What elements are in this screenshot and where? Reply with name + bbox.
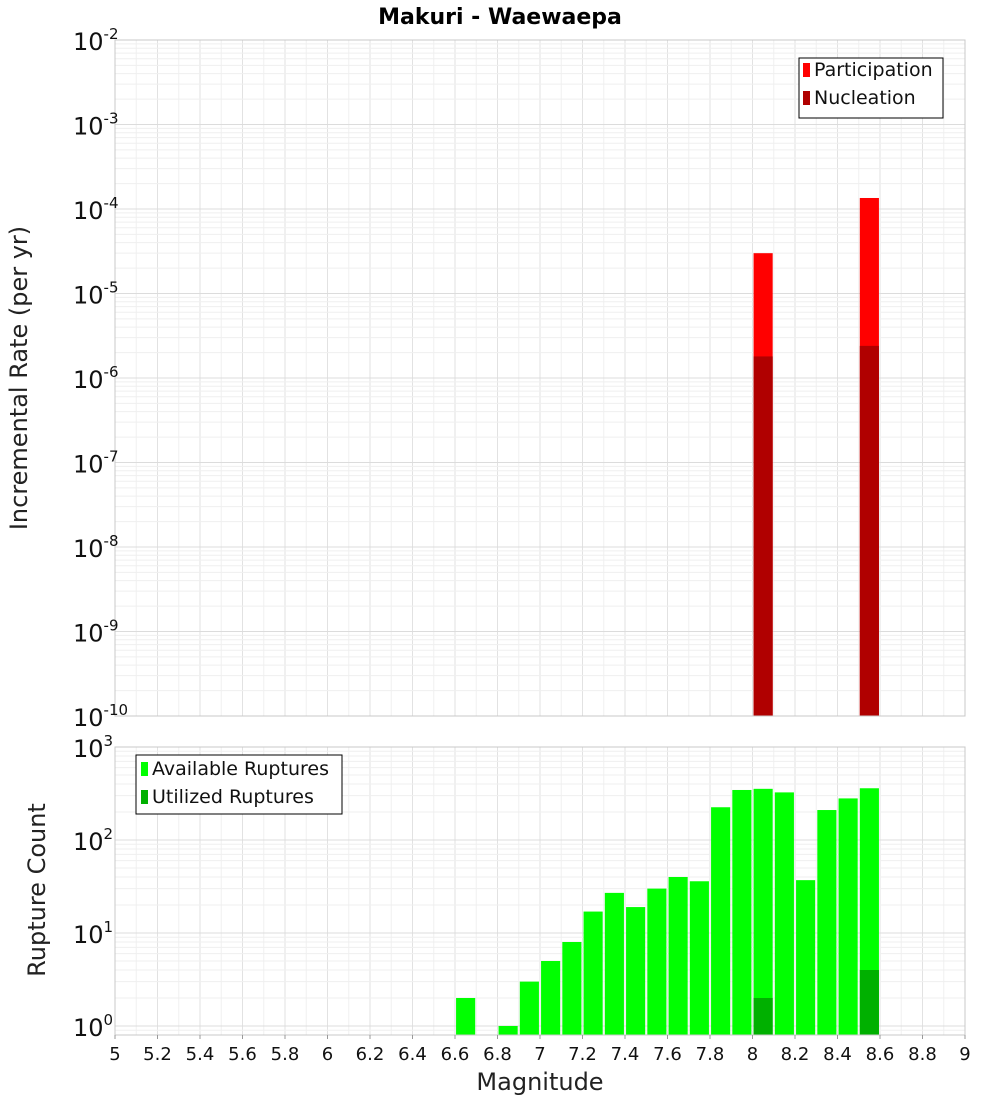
legend-swatch (803, 63, 810, 77)
x-tick-label: 5 (109, 1044, 120, 1065)
count-y-tick-label: 102 (73, 825, 113, 856)
rate-y-axis-label: Incremental Rate (per yr) (5, 226, 33, 530)
count-bar-available-ruptures (668, 877, 688, 1035)
x-tick-label: 8.8 (908, 1044, 937, 1065)
x-tick-label: 5.6 (228, 1044, 257, 1065)
x-tick-label: 7.4 (611, 1044, 640, 1065)
x-axis-ticks: 5 5.2 5.4 5.6 5.8 6 6.2 6.4 6.6 6.8 7 7.2 7.4 7.6 7.8 8… (109, 1035, 971, 1065)
rate-y-tick-label: 10-3 (73, 110, 119, 141)
count-y-tick-label: 101 (73, 918, 113, 949)
rate-bar-nucleation (859, 345, 879, 716)
rate-bar-nucleation (753, 356, 773, 716)
x-axis-label: Magnitude (476, 1068, 603, 1096)
count-bar-available-ruptures (541, 960, 561, 1035)
count-y-axis-label: Rupture Count (23, 803, 51, 977)
legend-label: Available Ruptures (152, 758, 329, 780)
rate-y-ticks: 10-2 10-3 10-4 10-5 10-6 10-7 10-8 10-9 10-10 (73, 25, 128, 732)
count-bar-available-ruptures (456, 997, 476, 1035)
rate-y-tick-label: 10-4 (73, 194, 119, 225)
x-tick-label: 5.8 (271, 1044, 300, 1065)
x-tick-label: 6 (322, 1044, 333, 1065)
count-bar-available-ruptures (711, 807, 731, 1035)
count-y-tick-label: 100 (73, 1011, 113, 1042)
rate-plot-frame (114, 39, 966, 717)
count-bar-available-ruptures (774, 792, 794, 1035)
rate-legend: Participation Nucleation (798, 57, 944, 119)
count-bar-available-ruptures (626, 907, 646, 1035)
rate-bars (753, 197, 879, 716)
x-tick-label: 6.8 (483, 1044, 512, 1065)
legend-swatch (803, 91, 810, 105)
x-tick-label: 7.6 (653, 1044, 682, 1065)
x-tick-label: 5.2 (143, 1044, 172, 1065)
x-tick-label: 7.8 (696, 1044, 725, 1065)
count-bar-available-ruptures (817, 810, 837, 1035)
legend-label: Nucleation (814, 87, 916, 109)
x-tick-label: 6.6 (441, 1044, 470, 1065)
x-tick-label: 7 (534, 1044, 545, 1065)
count-bar-available-ruptures (753, 788, 773, 1035)
rate-legend-box (798, 57, 944, 119)
count-panel: 103 102 101 100 5 5.2 5.4 5.6 5.8 6 6.2 6.4 6.6 6.8 7… (23, 732, 971, 1096)
count-bar-available-ruptures (732, 789, 752, 1035)
rate-panel: 10-2 10-3 10-4 10-5 10-6 10-7 10-8 10-9 10-10 In… (5, 25, 966, 732)
count-bar-available-ruptures (562, 942, 582, 1035)
legend-label: Participation (814, 59, 933, 81)
count-bar-available-ruptures (519, 981, 539, 1035)
legend-swatch (141, 762, 148, 776)
rate-y-tick-label: 10-6 (73, 363, 119, 394)
rate-y-tick-label: 10-8 (73, 532, 119, 563)
count-bar-utilized-ruptures (859, 969, 879, 1035)
x-tick-label: 8.6 (866, 1044, 895, 1065)
count-bar-available-ruptures (838, 798, 858, 1035)
count-legend-box (135, 754, 343, 815)
count-bar-available-ruptures (583, 911, 603, 1035)
count-bar-available-ruptures (498, 1025, 518, 1035)
x-tick-label: 9 (959, 1044, 970, 1065)
rate-y-tick-label: 10-2 (73, 25, 119, 56)
rate-grid (114, 40, 966, 717)
rate-y-tick-label: 10-10 (73, 701, 128, 732)
count-bar-available-ruptures (647, 888, 667, 1035)
x-tick-label: 8 (747, 1044, 758, 1065)
count-bar-available-ruptures (796, 880, 816, 1035)
rate-y-tick-label: 10-7 (73, 448, 119, 479)
chart-title: Makuri - Waewaepa (378, 5, 622, 30)
count-bar-available-ruptures (604, 892, 624, 1035)
count-bar-utilized-ruptures (753, 997, 773, 1035)
x-tick-label: 6.4 (398, 1044, 427, 1065)
count-bar-available-ruptures (689, 881, 709, 1035)
x-tick-label: 7.2 (568, 1044, 597, 1065)
x-tick-label: 8.4 (823, 1044, 852, 1065)
legend-swatch (141, 790, 148, 804)
legend-label: Utilized Ruptures (152, 786, 314, 808)
x-tick-label: 8.2 (781, 1044, 810, 1065)
count-legend: Available Ruptures Utilized Ruptures (135, 754, 343, 815)
rate-y-tick-label: 10-9 (73, 617, 119, 648)
x-tick-label: 6.2 (356, 1044, 385, 1065)
x-tick-label: 5.4 (186, 1044, 215, 1065)
count-bars (456, 788, 879, 1035)
count-y-ticks: 103 102 101 100 (73, 732, 113, 1042)
count-y-tick-label: 103 (73, 732, 113, 763)
rate-y-tick-label: 10-5 (73, 279, 119, 310)
